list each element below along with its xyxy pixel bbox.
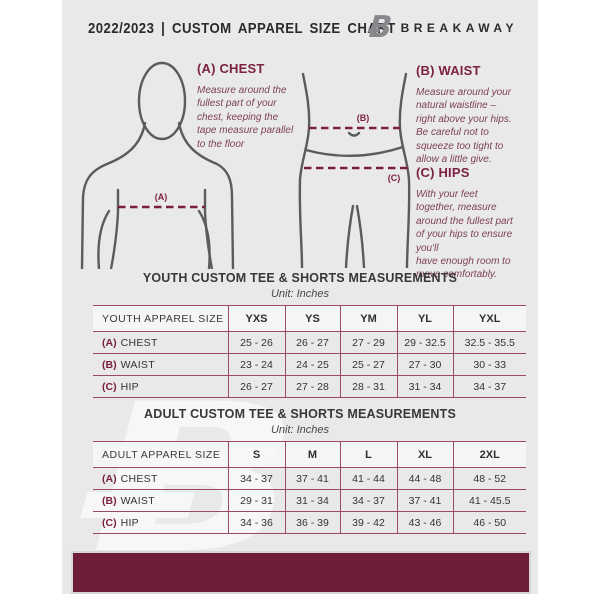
upper-body-figure: (A): [80, 61, 235, 269]
table-cell: 25 - 26: [227, 331, 285, 354]
table-cell: 23 - 24: [227, 353, 285, 376]
marker-a-label: (A): [155, 192, 168, 202]
column-header: YOUTH APPAREL SIZE: [93, 305, 228, 332]
table-cell: 24 - 25: [284, 353, 340, 376]
table-row: (C) HIP 26 - 27 27 - 28 28 - 31 31 - 34 3…: [93, 375, 526, 398]
table-cell: 27 - 29: [339, 331, 397, 354]
row-label: WAIST: [120, 494, 155, 507]
table-cell: 26 - 27: [284, 331, 340, 354]
table-cell: 29 - 32.5: [396, 331, 453, 354]
page-title: 2022/2023 | CUSTOM APPAREL SIZE CHART: [88, 20, 396, 37]
table-cell: 37 - 41: [396, 489, 453, 512]
column-header: YXS: [227, 305, 285, 332]
column-header: YXL: [452, 305, 526, 332]
adult-unit-label: Unit: Inches: [270, 424, 330, 436]
marker-c-label: (C): [388, 173, 401, 183]
column-header: S: [227, 441, 285, 468]
table-cell: 29 - 31: [227, 489, 285, 512]
torso-outline: [80, 61, 235, 269]
column-header: YM: [339, 305, 397, 332]
lower-body-figure: (B) (C): [298, 72, 411, 268]
navel-mark: [347, 131, 361, 137]
hips-instructions: With your feet together, measure around …: [416, 189, 513, 281]
table-cell: 32.5 - 35.5: [452, 331, 526, 354]
column-header: ADULT APPAREL SIZE: [93, 441, 228, 468]
row-label: WAIST: [120, 358, 155, 371]
brand-lockup: Ƀ BREAKAWAY: [367, 10, 518, 45]
adult-section-title: ADULT CUSTOM TEE & SHORTS MEASUREMENTS: [143, 407, 456, 421]
column-header: L: [339, 441, 397, 468]
row-marker: (C): [102, 380, 117, 393]
column-header: YS: [284, 305, 340, 332]
column-header: 2XL: [452, 441, 526, 468]
table-row: (B) WAIST 23 - 24 24 - 25 25 - 27 27 - 30…: [93, 353, 526, 376]
marker-b-label: (B): [357, 113, 370, 123]
table-cell: 39 - 42: [339, 511, 397, 534]
table-cell: 30 - 33: [452, 353, 526, 376]
table-cell: 34 - 37: [339, 489, 397, 512]
youth-section-title: YOUTH CUSTOM TEE & SHORTS MEASUREMENTS: [142, 271, 458, 285]
table-cell: 31 - 34: [284, 489, 340, 512]
table-cell: 28 - 31: [339, 375, 397, 398]
row-marker: (B): [102, 494, 117, 507]
table-cell: 26 - 27: [227, 375, 285, 398]
row-label: HIP: [120, 516, 139, 529]
chest-instructions: Measure around the fullest part of your …: [197, 85, 294, 150]
column-header: M: [284, 441, 340, 468]
table-cell: 48 - 52: [452, 467, 526, 490]
table-cell: 34 - 36: [227, 511, 285, 534]
table-cell: 46 - 50: [452, 511, 526, 534]
size-chart-page: Ƀ 2022/2023 | CUSTOM APPAREL SIZE CHART …: [62, 0, 538, 594]
brand-name: BREAKAWAY: [400, 21, 518, 35]
youth-unit-label: Unit: Inches: [270, 288, 330, 300]
table-cell: 44 - 48: [396, 467, 453, 490]
table-row: (A) CHEST 34 - 37 37 - 41 41 - 44 44 - 48…: [93, 467, 526, 490]
row-marker: (B): [102, 358, 117, 371]
table-cell: 36 - 39: [284, 511, 340, 534]
row-label: HIP: [120, 380, 139, 393]
breakaway-logo-icon: Ƀ: [367, 10, 393, 45]
row-marker: (A): [102, 472, 117, 485]
table-row: (A) CHEST 25 - 26 26 - 27 27 - 29 29 - 32…: [93, 331, 526, 354]
table-cell: 34 - 37: [227, 467, 285, 490]
chest-heading: (A) CHEST: [197, 61, 265, 76]
table-cell: 41 - 45.5: [452, 489, 526, 512]
adult-header-row: ADULT APPAREL SIZE S M L XL 2XL: [93, 441, 526, 468]
table-cell: 37 - 41: [284, 467, 340, 490]
waist-heading: (B) WAIST: [416, 63, 481, 78]
row-marker: (A): [102, 336, 117, 349]
youth-header-row: YOUTH APPAREL SIZE YXS YS YM YL YXL: [93, 305, 526, 332]
table-cell: 27 - 28: [284, 375, 340, 398]
row-marker: (C): [102, 516, 117, 529]
column-header: YL: [396, 305, 453, 332]
table-cell: 31 - 34: [396, 375, 453, 398]
table-row: (C) HIP 34 - 36 36 - 39 39 - 42 43 - 46 4…: [93, 511, 526, 534]
youth-size-table: YOUTH APPAREL SIZE YXS YS YM YL YXL (A) C…: [93, 305, 526, 398]
table-cell: 34 - 37: [452, 375, 526, 398]
hips-outline: [298, 72, 411, 268]
table-cell: 25 - 27: [339, 353, 397, 376]
table-row: (B) WAIST 29 - 31 31 - 34 34 - 37 37 - 41…: [93, 489, 526, 512]
row-label: CHEST: [120, 472, 158, 485]
hip-curve: [304, 145, 405, 157]
table-cell: 43 - 46: [396, 511, 453, 534]
adult-size-table: ADULT APPAREL SIZE S M L XL 2XL (A) CHEST…: [93, 441, 526, 534]
footer-band: [71, 551, 531, 594]
column-header: XL: [396, 441, 453, 468]
table-cell: 41 - 44: [339, 467, 397, 490]
row-label: CHEST: [120, 336, 158, 349]
table-cell: 27 - 30: [396, 353, 453, 376]
hips-heading: (C) HIPS: [416, 165, 470, 180]
waist-instructions: Measure around your natural waistline – …: [416, 87, 512, 165]
